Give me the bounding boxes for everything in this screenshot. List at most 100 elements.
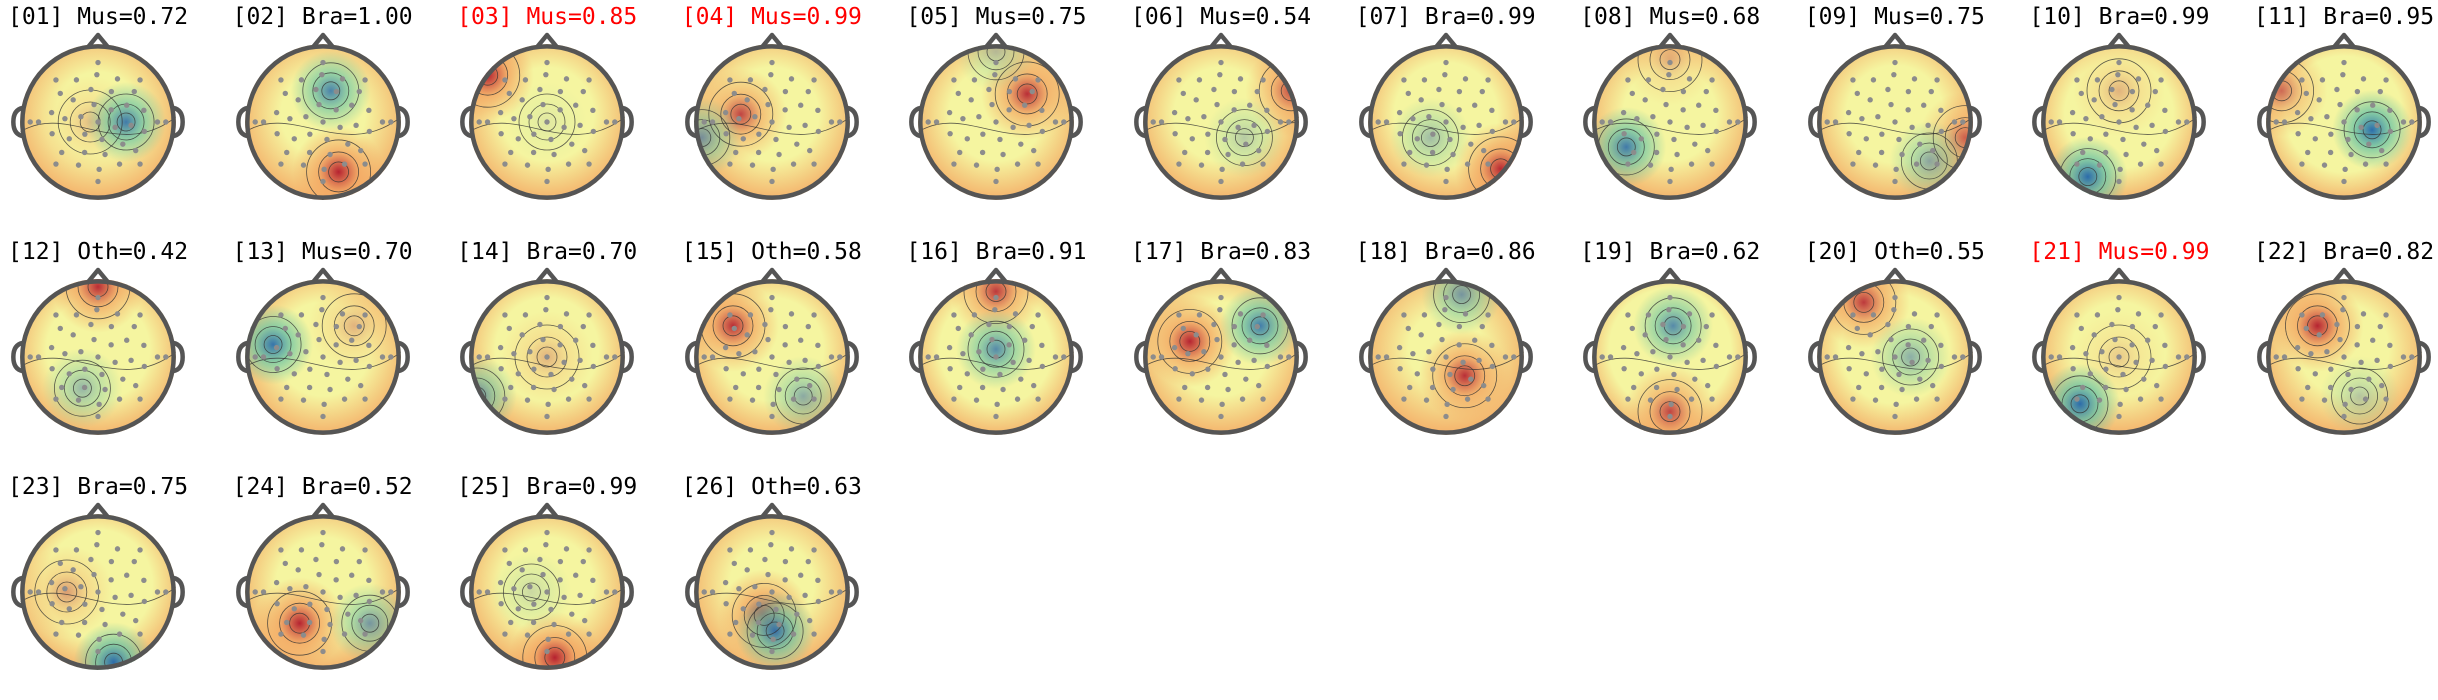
component-cell-01[interactable]: [01] Mus=0.72 <box>8 0 232 230</box>
electrode-dot <box>1456 342 1462 348</box>
component-cell-14[interactable]: [14] Bra=0.70 <box>457 235 681 465</box>
component-cell-09[interactable]: [09] Mus=0.75 <box>1805 0 2029 230</box>
electrode-dot <box>128 357 134 364</box>
electrode-dot <box>1464 161 1470 167</box>
component-cell-05[interactable]: [05] Mus=0.75 <box>906 0 1130 230</box>
electrode-dot <box>786 594 792 600</box>
electrode-dot <box>1418 97 1424 103</box>
electrode-dot <box>1885 321 1891 328</box>
component-cell-19[interactable]: [19] Bra=0.62 <box>1580 235 1804 465</box>
component-index-close: ] <box>1397 239 1425 265</box>
electrode-dot <box>2130 323 2136 330</box>
component-label: Bra <box>2098 4 2141 30</box>
electrode-dot <box>769 589 775 595</box>
electrode-dot <box>1214 101 1220 108</box>
component-cell-18[interactable]: [18] Bra=0.86 <box>1356 235 1580 465</box>
electrode-dot <box>1406 384 1413 391</box>
contour-line <box>693 586 850 605</box>
left-ear-outline <box>235 105 248 139</box>
electrode-dot <box>1218 59 1224 66</box>
electrode-dot <box>2133 124 2140 130</box>
electrode-dot <box>2176 354 2182 360</box>
electrode-dot <box>66 371 72 377</box>
electrode-dot <box>1892 413 1898 420</box>
electrode-dot <box>112 594 118 600</box>
electrode-dot <box>2312 136 2318 142</box>
electrode-dot <box>1625 396 1631 402</box>
component-probability: 0.62 <box>1704 239 1761 265</box>
electrode-dot <box>582 147 588 154</box>
electrode-dot <box>1888 336 1894 343</box>
contour-line <box>56 581 78 603</box>
topomap-06 <box>1134 32 1308 200</box>
left-ear-outline <box>235 340 248 374</box>
component-cell-21[interactable]: [21] Mus=0.99 <box>2029 235 2253 465</box>
activation-map <box>469 44 626 200</box>
electrode-dot <box>116 396 123 402</box>
component-cell-26[interactable]: [26] Oth=0.63 <box>682 470 906 700</box>
contour-line <box>2098 70 2140 112</box>
electrode-dot <box>154 354 161 360</box>
electrode-dot <box>2099 349 2105 355</box>
component-cell-04[interactable]: [04] Mus=0.99 <box>682 0 906 230</box>
right-ear-outline <box>1071 105 1084 139</box>
component-cell-10[interactable]: [10] Bra=0.99 <box>2029 0 2253 230</box>
electrode-dot <box>1256 382 1262 389</box>
component-cell-11[interactable]: [11] Bra=0.95 <box>2254 0 2438 230</box>
right-ear-outline <box>1969 105 1982 139</box>
electrode-dot <box>727 396 733 402</box>
component-cell-02[interactable]: [02] Bra=1.00 <box>233 0 457 230</box>
electrode-dot <box>1442 119 1449 125</box>
component-cell-20[interactable]: [20] Oth=0.55 <box>1805 235 2029 465</box>
component-cell-22[interactable]: [22] Bra=0.82 <box>2254 235 2438 465</box>
component-cell-23[interactable]: [23] Bra=0.75 <box>8 470 232 700</box>
component-cell-12[interactable]: [12] Oth=0.42 <box>8 235 232 465</box>
electrode-dot <box>586 547 592 553</box>
electrode-dot <box>767 306 774 313</box>
contour-line <box>1816 116 1973 135</box>
electrode-dot <box>989 336 996 343</box>
component-index: 04 <box>695 4 724 30</box>
contour-line <box>1637 44 1703 93</box>
topomap-16 <box>909 267 1084 435</box>
electrode-dot <box>519 567 526 573</box>
electrode-dot <box>352 122 359 129</box>
component-cell-17[interactable]: [17] Bra=0.83 <box>1131 235 1355 465</box>
electrode-dot <box>53 161 59 167</box>
electrode-dot <box>709 354 716 360</box>
component-index: 19 <box>1594 239 1622 265</box>
component-cell-24[interactable]: [24] Bra=0.52 <box>233 470 457 700</box>
component-cell-03[interactable]: [03] Mus=0.85 <box>457 0 681 230</box>
electrode-dot <box>972 77 978 83</box>
electrode-dot <box>282 90 288 97</box>
electrode-dot <box>1264 128 1271 135</box>
component-cell-25[interactable]: [25] Bra=0.99 <box>457 470 681 700</box>
component-cell-16[interactable]: [16] Bra=0.91 <box>906 235 1130 465</box>
electrode-dot <box>366 128 372 135</box>
component-index-open: [ <box>232 239 247 265</box>
right-ear-outline <box>622 105 635 139</box>
nose-outline <box>2332 32 2356 49</box>
electrode-dot <box>2141 141 2147 147</box>
component-index: 10 <box>2043 4 2071 30</box>
electrode-dot <box>27 354 33 360</box>
component-cell-13[interactable]: [13] Mus=0.70 <box>233 235 457 465</box>
electrode-dot <box>1928 323 1934 330</box>
component-cell-06[interactable]: [06] Mus=0.54 <box>1131 0 1355 230</box>
component-cell-15[interactable]: [15] Oth=0.58 <box>682 235 906 465</box>
electrode-dot <box>580 558 587 565</box>
electrode-dot <box>1700 357 1706 364</box>
electrode-dot <box>283 384 290 391</box>
component-cell-08[interactable]: [08] Mus=0.68 <box>1580 0 1804 230</box>
electrode-dot <box>2342 166 2348 173</box>
electrode-dot <box>1475 122 1482 129</box>
component-cell-07[interactable]: [07] Bra=0.99 <box>1356 0 1580 230</box>
electrode-dot <box>2136 76 2142 82</box>
contour-line <box>1919 151 1939 171</box>
electrode-dot <box>128 592 134 599</box>
electrode-dot <box>476 354 483 360</box>
electrode-dot <box>366 598 372 605</box>
electrode-dot <box>252 354 258 360</box>
electrode-dot <box>1460 124 1466 130</box>
electrode-dot <box>95 589 101 595</box>
